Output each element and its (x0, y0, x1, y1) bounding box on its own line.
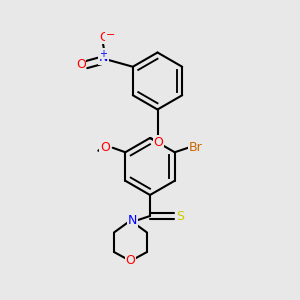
Text: O: O (99, 31, 109, 44)
Text: O: O (100, 141, 110, 154)
Text: N: N (128, 214, 137, 227)
Text: O: O (126, 254, 135, 268)
Text: N: N (99, 51, 108, 64)
Text: Br: Br (189, 141, 202, 154)
Text: S: S (177, 209, 184, 223)
Text: +: + (99, 49, 107, 59)
Text: O: O (76, 58, 86, 71)
Text: −: − (106, 30, 115, 40)
Text: O: O (154, 136, 163, 149)
